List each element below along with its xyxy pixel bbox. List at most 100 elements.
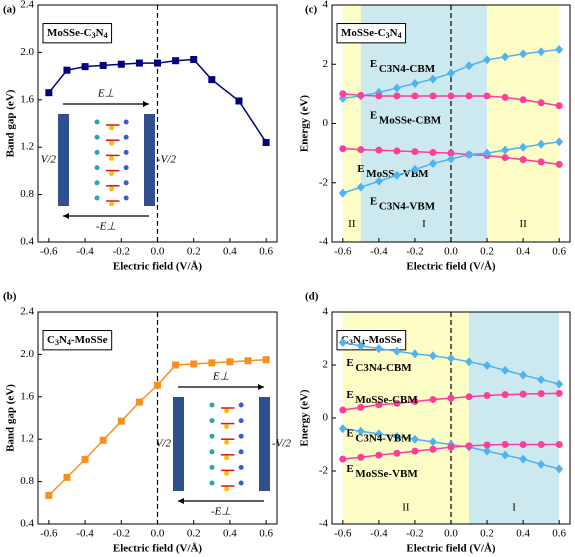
marker (483, 361, 492, 371)
marker (465, 357, 474, 367)
marker (465, 92, 473, 100)
marker (537, 459, 546, 469)
marker (338, 337, 347, 347)
y-tick-label: 0.4 (20, 518, 34, 530)
marker (392, 346, 401, 356)
marker (135, 398, 143, 406)
y-tick-label: 1.6 (20, 390, 34, 402)
marker (447, 353, 455, 363)
atom (209, 418, 215, 424)
marker (375, 451, 383, 459)
atom (123, 195, 129, 201)
electrode-plate (144, 114, 155, 206)
region (342, 5, 361, 242)
voltage-label: -V/2 (157, 154, 176, 166)
panel-title: MoSSe-C3N4 (47, 27, 108, 40)
y-axis-label: Band gap (eV) (5, 89, 17, 157)
marker (154, 59, 161, 67)
marker (411, 398, 419, 406)
marker (357, 403, 365, 411)
marker (393, 399, 401, 407)
series-symbol: E (370, 110, 377, 122)
marker (519, 142, 528, 152)
marker (411, 447, 419, 455)
marker (357, 146, 365, 154)
marker (483, 148, 492, 158)
panel-title: MoSSe-C3N4 (341, 27, 402, 40)
atom (109, 125, 115, 131)
marker (537, 375, 546, 385)
marker (117, 417, 125, 425)
electrode-plate (173, 397, 184, 491)
marker (45, 491, 53, 499)
marker (374, 176, 383, 186)
marker (519, 454, 528, 464)
panel-label: (b) (3, 291, 17, 303)
atom (238, 480, 244, 486)
marker (154, 381, 161, 389)
x-tick-label: -0.2 (406, 246, 423, 258)
atom (109, 171, 115, 177)
atom (238, 433, 244, 439)
panel-label: (a) (3, 4, 16, 16)
x-axis-label: Electric field (V/Å) (406, 261, 496, 273)
marker (465, 61, 474, 71)
series-symbol: E (370, 58, 377, 70)
marker (393, 147, 401, 155)
x-tick-label: 0.0 (151, 528, 165, 540)
marker (172, 57, 180, 65)
series-label: MoSSe-VBM (355, 468, 418, 480)
x-axis-label: Electric field (V/Å) (113, 261, 203, 273)
y-tick-label: -4 (319, 518, 329, 530)
title-box (42, 330, 113, 351)
marker (465, 393, 473, 401)
x-tick-label: 0.6 (259, 528, 273, 540)
series-symbol: E (346, 389, 353, 401)
y-axis-label: Energy (eV) (299, 389, 311, 446)
marker (519, 370, 528, 380)
region (360, 5, 488, 242)
marker (393, 449, 401, 457)
marker (555, 464, 564, 474)
marker (63, 66, 71, 74)
marker (235, 97, 243, 105)
marker (519, 441, 527, 448)
marker (339, 406, 347, 414)
atom (94, 134, 100, 140)
x-tick-label: 0.2 (187, 528, 201, 540)
series-label: C3N4-CBM (355, 362, 412, 374)
y-axis-label: Energy (eV) (299, 95, 311, 152)
marker (99, 61, 107, 69)
marker (501, 441, 509, 448)
marker (465, 442, 473, 450)
marker (338, 424, 347, 434)
marker (375, 401, 383, 409)
arrow-head (143, 101, 149, 107)
x-tick-label: 0.6 (552, 246, 566, 258)
marker (483, 446, 492, 456)
marker (447, 394, 455, 402)
marker (428, 74, 437, 84)
x-tick-label: 0.4 (223, 246, 237, 258)
marker (555, 102, 563, 110)
atom (238, 402, 244, 408)
atom (123, 180, 129, 186)
atom (224, 439, 230, 445)
marker (501, 365, 510, 375)
marker (537, 99, 545, 107)
panel-label: (c) (305, 4, 318, 16)
marker (447, 154, 455, 164)
y-tick-label: 2.0 (20, 348, 34, 360)
y-tick-label: 2.4 (20, 306, 34, 318)
atom (109, 186, 115, 192)
marker (537, 390, 545, 398)
marker (447, 443, 455, 451)
marker (190, 360, 198, 368)
region-label: I (422, 218, 426, 230)
marker (410, 349, 419, 359)
atom (224, 470, 230, 476)
x-tick-label: 0.2 (480, 246, 494, 258)
marker (338, 188, 347, 198)
marker (428, 437, 437, 447)
